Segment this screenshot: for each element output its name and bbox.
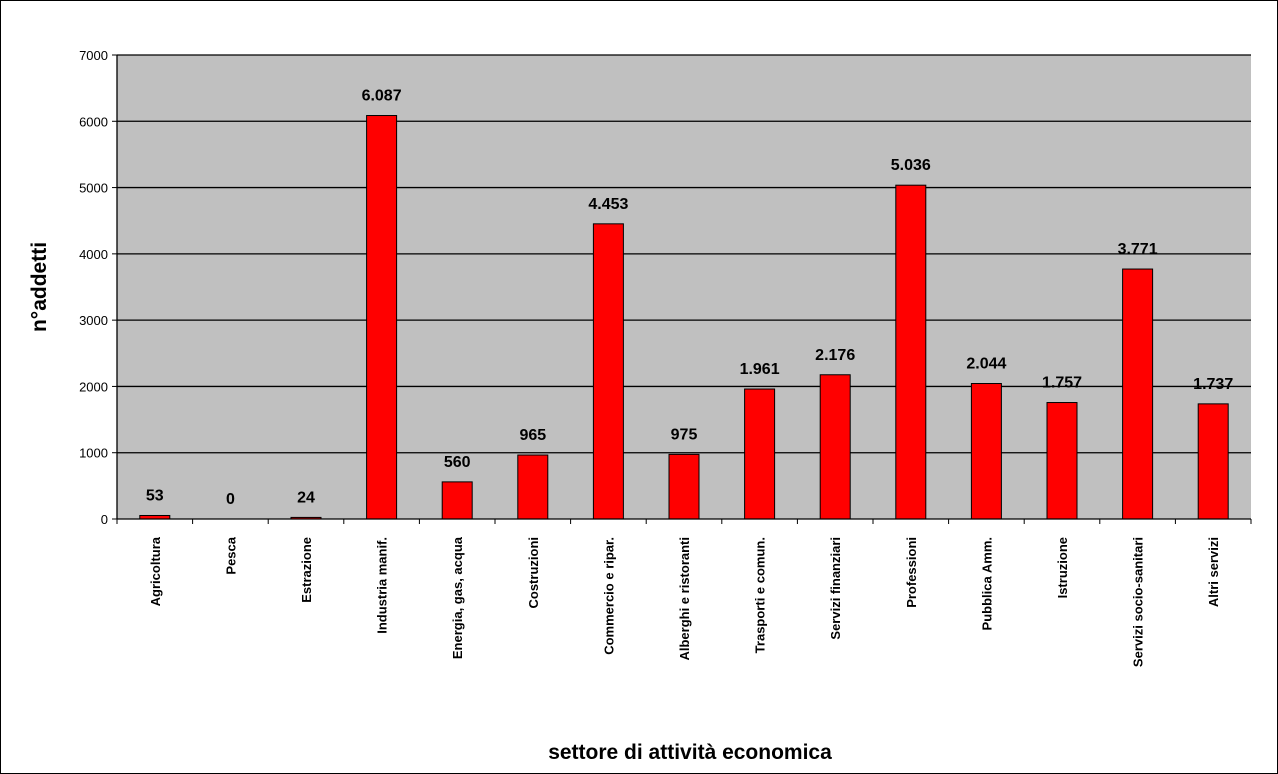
bar (517, 454, 549, 520)
data-label: 4.453 (588, 196, 628, 213)
y-tick-label: 1000 (79, 446, 108, 461)
bar (668, 453, 700, 520)
category-label: Costruzioni (526, 537, 541, 609)
category-label: Istruzione (1055, 537, 1070, 598)
category-label: Estrazione (299, 537, 314, 603)
bar (441, 481, 473, 520)
category-label: Pesca (223, 536, 238, 574)
bar (592, 223, 624, 520)
data-label: 53 (146, 487, 164, 504)
y-tick-label: 6000 (79, 114, 108, 129)
y-axis-title: n°addetti (28, 242, 51, 332)
category-label: Industria manif. (375, 537, 390, 634)
data-label: 2.176 (815, 347, 855, 364)
y-tick-label: 0 (101, 512, 108, 527)
data-label: 1.961 (740, 361, 780, 378)
bar (744, 388, 776, 520)
category-label: Professioni (904, 537, 919, 608)
data-label: 6.087 (362, 88, 402, 105)
bar (819, 374, 851, 520)
bar (1046, 402, 1078, 520)
data-label: 0 (226, 491, 235, 508)
y-tick-label: 5000 (79, 181, 108, 196)
bars (139, 115, 1229, 520)
category-label: Alberghi e ristoranti (677, 537, 692, 661)
bar (895, 184, 927, 520)
labels: 0 1000 2000 3000 4000 5000 6000 7000 53 Agricoltu… (79, 48, 1233, 667)
bar (366, 115, 398, 520)
data-label: 5.036 (891, 157, 931, 174)
category-label: Energia, gas, acqua (450, 536, 465, 659)
data-label: 1.757 (1042, 375, 1082, 392)
data-label: 3.771 (1118, 241, 1158, 258)
y-tick-label: 4000 (79, 247, 108, 262)
data-label: 965 (519, 427, 546, 444)
data-label: 560 (444, 454, 471, 471)
category-label: Agricoltura (148, 536, 163, 606)
category-label: Altri servizi (1206, 537, 1221, 607)
y-tick-label: 2000 (79, 379, 108, 394)
bar (970, 383, 1002, 520)
bar (1197, 403, 1229, 520)
bar (1122, 268, 1154, 520)
category-label: Servizi finanziari (828, 537, 843, 640)
y-tick-label: 7000 (79, 48, 108, 63)
category-label: Pubblica Amm. (979, 537, 994, 630)
y-tick-label: 3000 (79, 313, 108, 328)
plot-area (117, 55, 1251, 519)
data-label: 2.044 (966, 356, 1006, 373)
category-label: Servizi socio-sanitari (1131, 537, 1146, 667)
data-label: 975 (671, 426, 698, 443)
category-label: Trasporti e comun. (753, 537, 768, 653)
axes (112, 54, 1252, 524)
category-label: Commercio e ripar. (601, 537, 616, 655)
data-label: 1.737 (1193, 376, 1233, 393)
x-axis-title: settore di attività economica (548, 741, 832, 764)
data-label: 24 (297, 489, 315, 506)
